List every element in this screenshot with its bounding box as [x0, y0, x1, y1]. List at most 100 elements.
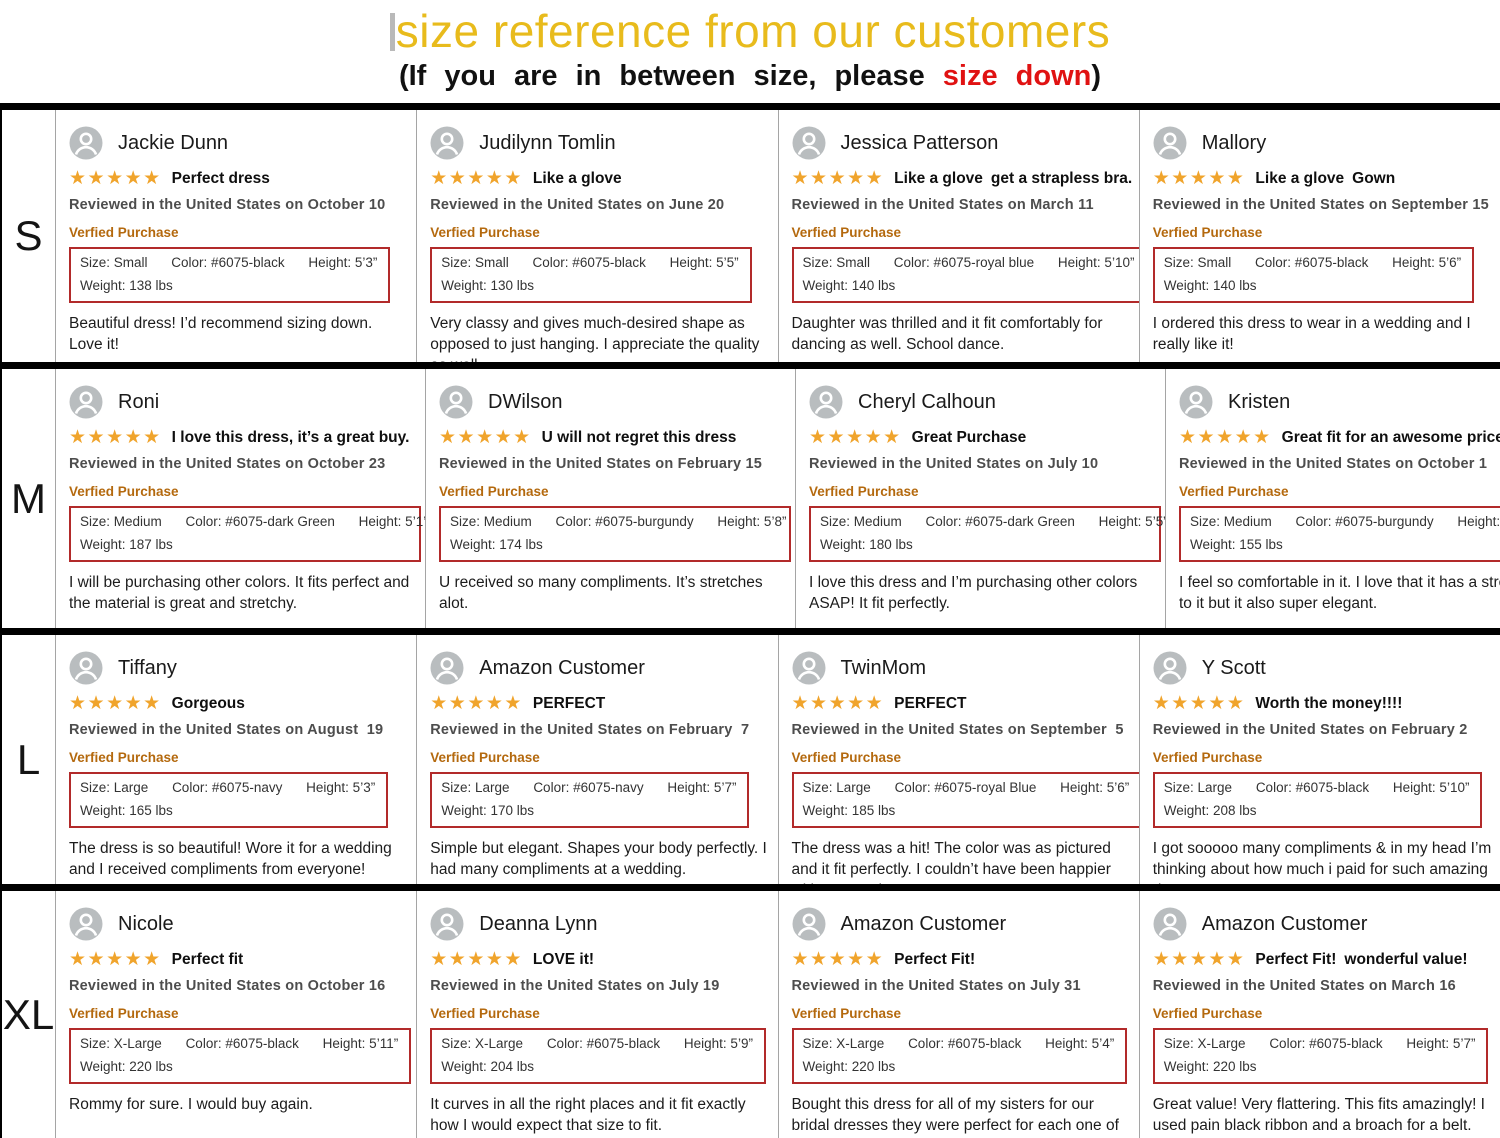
spec-height: Height: 5’9” — [683, 1036, 753, 1051]
spec-size: Size: Medium — [1190, 514, 1272, 529]
spec-line-1: Size: Large Color: #6075-royal Blue Heig… — [803, 780, 1132, 795]
review-card: DWilson ★★★★★ U will not regret this dre… — [425, 369, 795, 628]
spec-height: Height: 5’3” — [306, 780, 376, 795]
spec-color: Color: #6075-black — [546, 1036, 661, 1051]
rating-line: ★★★★★ Like a glove — [430, 169, 773, 188]
review-title: PERFECT — [894, 694, 967, 712]
review-card: TwinMom ★★★★★ PERFECT Reviewed in the Un… — [777, 635, 1139, 884]
subtitle: (If you are in between size, please size… — [0, 60, 1500, 93]
review-date: Reviewed in the United States on July 10 — [809, 456, 1099, 472]
review-card: Mallory ★★★★★ Like a glove Gown Reviewed… — [1138, 110, 1500, 362]
spec-size: Size: Medium — [820, 514, 902, 529]
review-date: Reviewed in the United States on October… — [69, 197, 386, 213]
star-rating-icons: ★★★★★ — [430, 168, 523, 189]
spec-height: Height: 5’4” — [1045, 1036, 1115, 1051]
review-text: I will be purchasing other colors. It fi… — [69, 574, 410, 612]
spec-weight: Weight: 138 lbs — [80, 278, 173, 293]
review-date: Reviewed in the United States on July 31 — [791, 978, 1081, 994]
user-avatar-icon — [69, 126, 103, 160]
spec-size: Size: Large — [802, 780, 871, 795]
review-date: Reviewed in the United States on Septemb… — [791, 722, 1124, 738]
review-text: Great value! Very flattering. This fits … — [1152, 1096, 1485, 1134]
reviewer-header: Amazon Customer — [430, 651, 773, 685]
review-text: I love this dress and I’m purchasing oth… — [809, 574, 1138, 612]
size-spec-box: Size: X-Large Color: #6075-black Height:… — [430, 1028, 766, 1084]
spec-color: Color: #6075-dark Green — [185, 514, 335, 529]
review-text: It curves in all the right places and it… — [430, 1096, 746, 1134]
spec-color: Color: #6075-black — [1269, 1036, 1383, 1051]
size-spec-box: Size: Medium Color: #6075-burgundy Heigh… — [439, 506, 791, 562]
spec-weight: Weight: 130 lbs — [441, 278, 535, 293]
spec-line-2: Weight: 138 lbs — [80, 278, 379, 293]
reviewer-header: Amazon Customer — [792, 907, 1135, 941]
spec-size: Size: Large — [1163, 780, 1233, 795]
star-rating-icons: ★★★★★ — [439, 427, 532, 448]
verified-purchase-badge: Verfied Purchase — [69, 1006, 179, 1021]
reviewer-header: Amazon Customer — [1153, 907, 1496, 941]
spec-size: Size: Medium — [450, 514, 532, 529]
review-card: Nicole ★★★★★ Perfect fit Reviewed in the… — [56, 891, 416, 1138]
spec-color: Color: #6075-navy — [172, 780, 283, 795]
row-cells: Jackie Dunn ★★★★★ Perfect dress Reviewed… — [56, 110, 1500, 362]
spec-line-1: Size: Large Color: #6075-navy Height: 5’… — [80, 780, 377, 795]
reviewer-name: Tiffany — [118, 656, 177, 679]
star-rating-icons: ★★★★★ — [69, 693, 162, 714]
review-card: Kristen ★★★★★ Great fit for an awesome p… — [1165, 369, 1500, 628]
size-row: M Roni ★★★★★ I love this dress, it’s a g… — [2, 369, 1500, 635]
spec-weight: Weight: 208 lbs — [1163, 803, 1257, 818]
size-spec-box: Size: Large Color: #6075-black Height: 5… — [1152, 772, 1483, 828]
spec-size: Size: Small — [80, 255, 148, 270]
star-rating-icons: ★★★★★ — [1152, 949, 1246, 970]
reviewer-header: Tiffany — [69, 651, 412, 685]
review-card: Jessica Patterson ★★★★★ Like a glove get… — [777, 110, 1139, 362]
spec-size: Size: X-Large — [802, 1036, 885, 1051]
verified-purchase-badge: Verfied Purchase — [809, 484, 919, 499]
review-text: Very classy and gives much-desired shape… — [430, 315, 760, 362]
verified-purchase-badge: Verfied Purchase — [69, 484, 179, 499]
review-title: U will not regret this dress — [541, 428, 737, 446]
rating-line: ★★★★★ LOVE it! — [430, 950, 773, 969]
spec-line-2: Weight: 174 lbs — [450, 537, 780, 552]
review-title: LOVE it! — [532, 950, 595, 968]
review-card: Tiffany ★★★★★ Gorgeous Reviewed in the U… — [56, 635, 416, 884]
rating-line: ★★★★★ Perfect Fit! wonderful value! — [1153, 950, 1496, 969]
star-rating-icons: ★★★★★ — [809, 427, 902, 448]
spec-color: Color: #6075-burgundy — [555, 514, 694, 529]
review-title: Like a glove — [532, 169, 622, 187]
review-text: I ordered this dress to wear in a weddin… — [1152, 315, 1471, 353]
spec-height: Height: 5’6” — [1060, 780, 1130, 795]
spec-line-2: Weight: 180 lbs — [820, 537, 1150, 552]
subtitle-prefix: (If you are in between size, please — [398, 60, 943, 92]
review-date: Reviewed in the United States on October… — [69, 978, 386, 994]
star-rating-icons: ★★★★★ — [69, 168, 162, 189]
rating-line: ★★★★★ Gorgeous — [69, 694, 412, 713]
spec-color: Color: #6075-black — [908, 1036, 1022, 1051]
page-title: size reference from our customers — [390, 4, 1110, 58]
spec-color: Color: #6075-black — [1255, 780, 1370, 795]
spec-height: Height: 5’3” — [308, 255, 378, 270]
user-avatar-icon — [792, 651, 826, 685]
review-text: The dress was a hit! The color was as pi… — [791, 840, 1111, 884]
row-cells: Tiffany ★★★★★ Gorgeous Reviewed in the U… — [56, 635, 1500, 884]
spec-line-2: Weight: 185 lbs — [803, 803, 1132, 818]
verified-purchase-badge: Verfied Purchase — [1152, 750, 1263, 765]
spec-height: Height: 5’5” — [1098, 514, 1165, 529]
verified-purchase-badge: Verfied Purchase — [791, 1006, 902, 1021]
review-title: Like a glove — [894, 169, 983, 187]
review-text: Simple but elegant. Shapes your body per… — [430, 840, 767, 878]
review-text: I got sooooo many compliments & in my he… — [1152, 840, 1492, 884]
spec-height: Height: 5’6” — [1392, 255, 1462, 270]
size-row: XL Nicole ★★★★★ Perfect fit Reviewed in … — [2, 891, 1500, 1138]
review-text: Rommy for sure. I would buy again. — [69, 1096, 313, 1113]
review-card: Amazon Customer ★★★★★ PERFECT Reviewed i… — [416, 635, 777, 884]
spec-line-1: Size: X-Large Color: #6075-black Height:… — [803, 1036, 1117, 1051]
review-title: Like a glove — [1255, 169, 1345, 187]
spec-size: Size: Small — [802, 255, 871, 270]
review-title: Perfect fit — [171, 950, 244, 968]
verified-purchase-badge: Verfied Purchase — [439, 484, 549, 499]
review-card: Cheryl Calhoun ★★★★★ Great Purchase Revi… — [795, 369, 1165, 628]
size-spec-box: Size: Small Color: #6075-black Height: 5… — [430, 247, 752, 303]
spec-height: Height: 5’6.5” — [1457, 514, 1500, 529]
spec-line-2: Weight: 220 lbs — [803, 1059, 1117, 1074]
user-avatar-icon — [1153, 126, 1187, 160]
